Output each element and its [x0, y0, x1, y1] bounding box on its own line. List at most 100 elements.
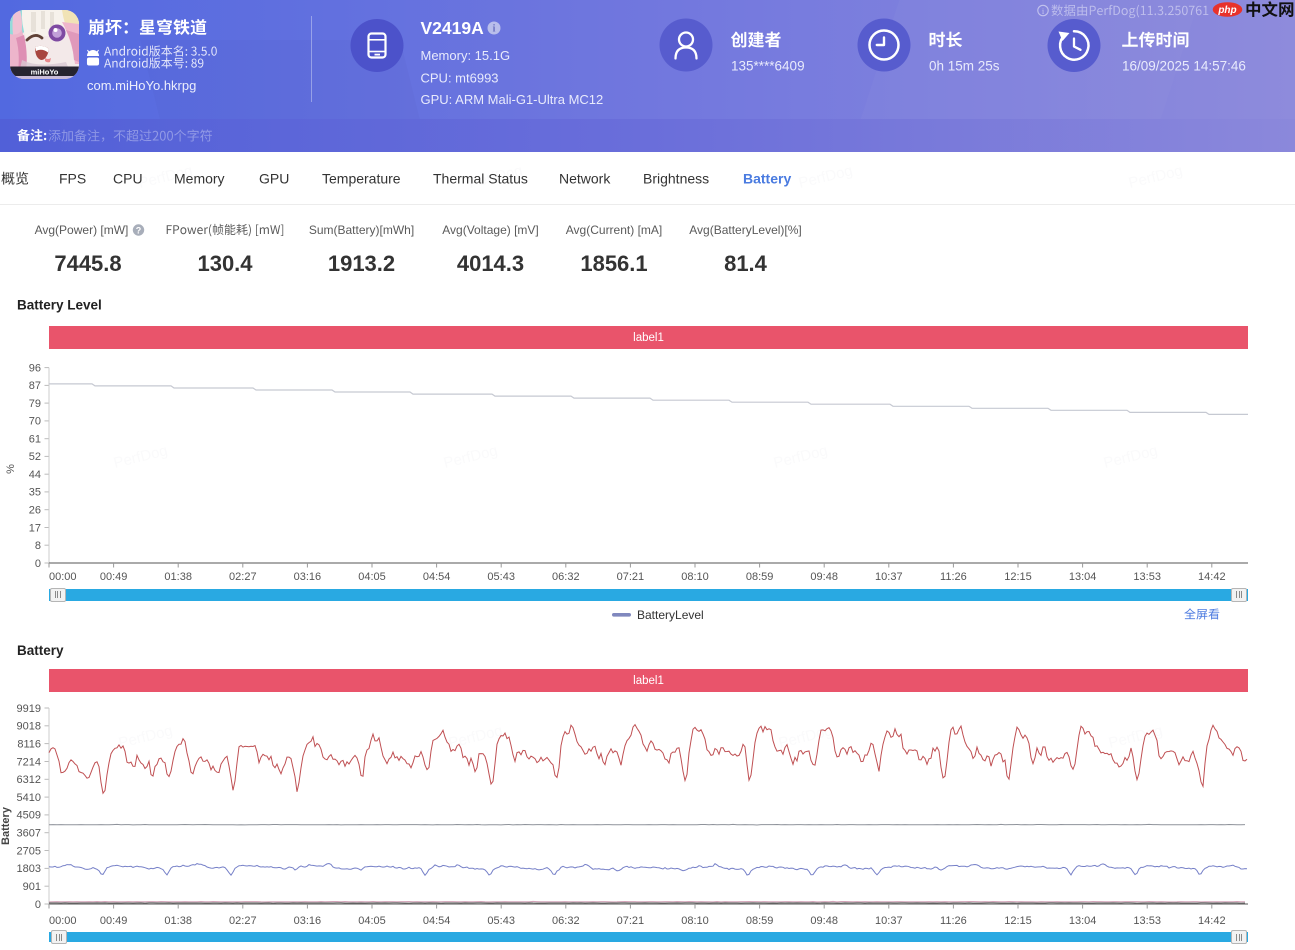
svg-text:09:48: 09:48 [810, 915, 838, 927]
svg-text:1803: 1803 [17, 863, 41, 875]
svg-text:Avg(Power) [mW]: Avg(Power) [mW] [35, 223, 129, 237]
svg-text:05:43: 05:43 [487, 915, 515, 927]
svg-text:13:53: 13:53 [1133, 915, 1161, 927]
svg-text:17: 17 [29, 522, 41, 534]
svg-text:01:38: 01:38 [164, 571, 192, 583]
svg-text:07:21: 07:21 [617, 915, 645, 927]
svg-text:3607: 3607 [17, 828, 41, 840]
svg-text:%: % [5, 464, 17, 474]
svg-text:901: 901 [23, 881, 41, 893]
svg-text:label1: label1 [633, 675, 664, 687]
svg-text:07:21: 07:21 [617, 571, 645, 583]
svg-text:03:16: 03:16 [294, 571, 322, 583]
svg-text:26: 26 [29, 505, 41, 517]
svg-text:7445.8: 7445.8 [54, 251, 121, 276]
svg-text:miHoYo: miHoYo [31, 67, 59, 76]
svg-text:04:05: 04:05 [358, 915, 386, 927]
svg-text:i: i [493, 24, 496, 35]
svg-text:Thermal Status: Thermal Status [433, 171, 528, 187]
svg-text:16/09/2025 14:57:46: 16/09/2025 14:57:46 [1122, 59, 1246, 74]
svg-text:BatteryLevel: BatteryLevel [637, 608, 704, 622]
svg-text:08:59: 08:59 [746, 571, 774, 583]
svg-text:05:43: 05:43 [487, 571, 515, 583]
svg-text:04:54: 04:54 [423, 571, 451, 583]
svg-text:8: 8 [35, 540, 41, 552]
svg-text:01:38: 01:38 [164, 915, 192, 927]
svg-text:130.4: 130.4 [197, 251, 253, 276]
svg-text:Memory: Memory [174, 171, 225, 187]
svg-text:Brightness: Brightness [643, 171, 709, 187]
svg-text:i: i [1042, 6, 1045, 16]
svg-text:35: 35 [29, 487, 41, 499]
svg-text:04:05: 04:05 [358, 571, 386, 583]
svg-text:00:49: 00:49 [100, 915, 128, 927]
svg-text:4509: 4509 [17, 810, 41, 822]
svg-text:13:53: 13:53 [1133, 571, 1161, 583]
svg-text:8116: 8116 [17, 738, 41, 750]
svg-text:PerfDog: PerfDog [442, 442, 500, 472]
svg-text:11:26: 11:26 [940, 915, 967, 927]
svg-text:FPS: FPS [59, 171, 86, 187]
svg-text:label1: label1 [633, 332, 664, 344]
svg-text:08:59: 08:59 [746, 915, 774, 927]
svg-text:Avg(Current) [mA]: Avg(Current) [mA] [566, 223, 662, 237]
svg-text:0: 0 [35, 899, 41, 911]
svg-text:87: 87 [29, 380, 41, 392]
svg-text:4014.3: 4014.3 [457, 251, 524, 276]
svg-text:14:42: 14:42 [1198, 915, 1226, 927]
svg-text:PerfDog: PerfDog [117, 722, 175, 752]
svg-text:00:00: 00:00 [49, 915, 77, 927]
svg-text:13:04: 13:04 [1069, 571, 1097, 583]
svg-text:Temperature: Temperature [322, 171, 401, 187]
svg-text:02:27: 02:27 [229, 571, 257, 583]
svg-text:CPU: mt6993: CPU: mt6993 [421, 71, 499, 86]
svg-text:96: 96 [29, 362, 41, 374]
svg-text:Memory: 15.1G: Memory: 15.1G [421, 48, 511, 63]
svg-text:09:48: 09:48 [810, 571, 838, 583]
svg-text:GPU: ARM Mali-G1-Ultra MC12: GPU: ARM Mali-G1-Ultra MC12 [421, 92, 604, 107]
svg-text:0h 15m 25s: 0h 15m 25s [929, 59, 1000, 74]
svg-text:135****6409: 135****6409 [731, 59, 805, 74]
svg-text:52: 52 [29, 451, 41, 463]
svg-text:php: php [1217, 5, 1236, 16]
svg-text:44: 44 [29, 469, 41, 481]
svg-text:2705: 2705 [17, 845, 41, 857]
svg-text:Battery: Battery [0, 806, 12, 845]
svg-text:Battery Level: Battery Level [17, 298, 102, 313]
svg-text:08:10: 08:10 [681, 915, 709, 927]
svg-text:6312: 6312 [17, 774, 41, 786]
svg-text:81.4: 81.4 [724, 251, 768, 276]
svg-text:com.miHoYo.hkrpg: com.miHoYo.hkrpg [87, 78, 196, 93]
svg-text:10:37: 10:37 [875, 915, 903, 927]
svg-text:00:00: 00:00 [49, 571, 77, 583]
svg-text:06:32: 06:32 [552, 571, 580, 583]
svg-text:Avg(Voltage) [mV]: Avg(Voltage) [mV] [442, 223, 539, 237]
svg-text:08:10: 08:10 [681, 571, 709, 583]
svg-text:PerfDog: PerfDog [1127, 162, 1185, 192]
svg-text:Avg(BatteryLevel)[%]: Avg(BatteryLevel)[%] [689, 223, 802, 237]
svg-text:12:15: 12:15 [1004, 571, 1032, 583]
svg-text:V2419A: V2419A [421, 18, 485, 38]
svg-text:Battery: Battery [743, 171, 791, 187]
svg-text:06:32: 06:32 [552, 915, 580, 927]
svg-text:PerfDog: PerfDog [1102, 442, 1160, 472]
svg-text:11:26: 11:26 [940, 571, 967, 583]
svg-text:CPU: CPU [113, 171, 143, 187]
svg-text:PerfDog: PerfDog [772, 442, 830, 472]
svg-text:PerfDog: PerfDog [112, 442, 170, 472]
svg-text:79: 79 [29, 398, 41, 410]
svg-text:9018: 9018 [17, 721, 41, 733]
svg-text:04:54: 04:54 [423, 915, 451, 927]
svg-text:1856.1: 1856.1 [580, 251, 647, 276]
svg-text:Network: Network [559, 171, 611, 187]
svg-text:5410: 5410 [17, 792, 41, 804]
svg-text:70: 70 [29, 416, 41, 428]
svg-text:Battery: Battery [17, 643, 64, 658]
svg-text:PerfDog: PerfDog [447, 722, 505, 752]
svg-text:Sum(Battery)[mWh]: Sum(Battery)[mWh] [309, 223, 414, 237]
svg-text:61: 61 [29, 434, 41, 446]
svg-text:10:37: 10:37 [875, 571, 903, 583]
svg-text:03:16: 03:16 [294, 915, 322, 927]
svg-text:02:27: 02:27 [229, 915, 257, 927]
svg-text:12:15: 12:15 [1004, 915, 1032, 927]
